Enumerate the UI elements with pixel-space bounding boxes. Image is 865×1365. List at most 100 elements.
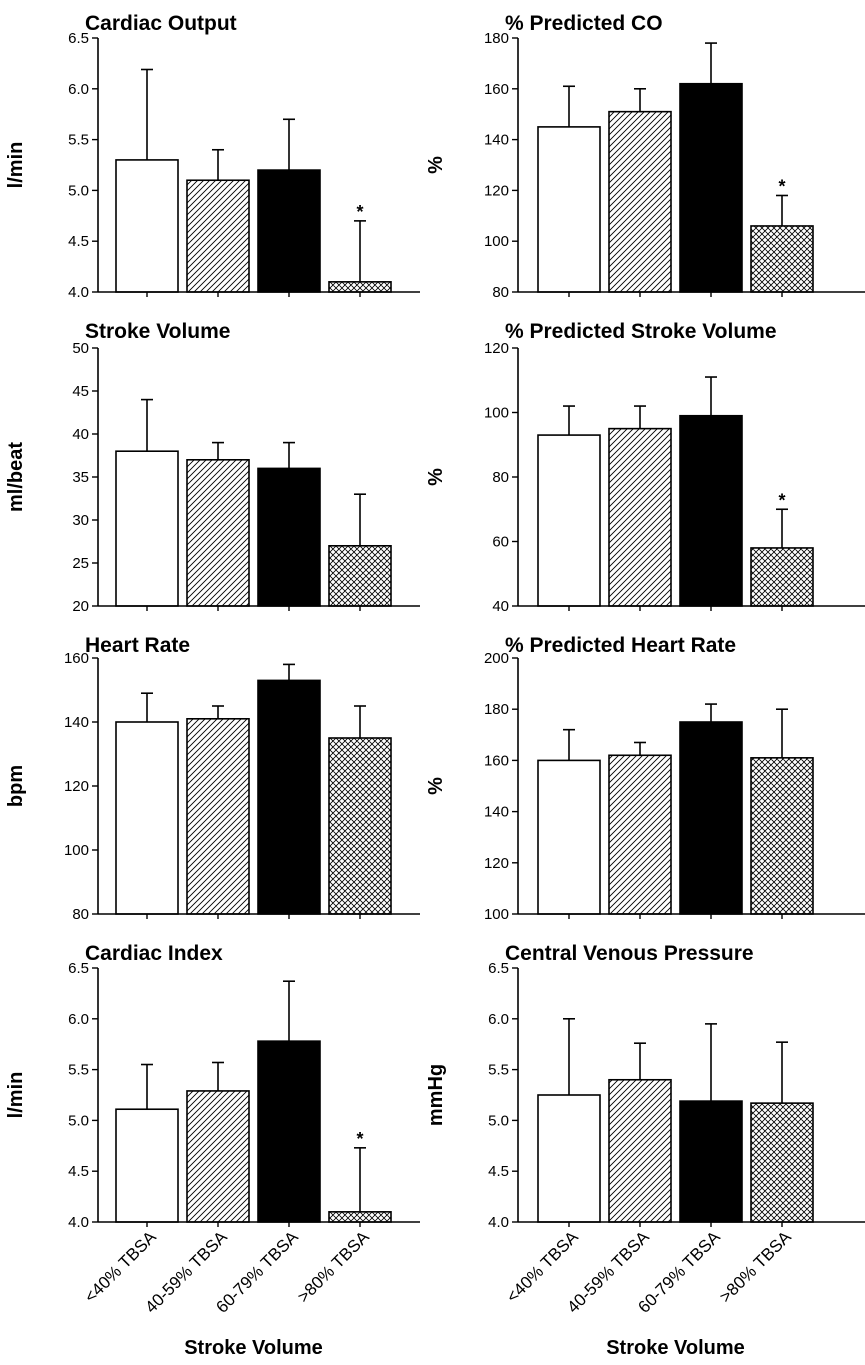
y-tick-label: 160 [64, 650, 89, 667]
y-tick-label: 4.5 [488, 1163, 509, 1180]
chart-panel: % Predicted Heart Rate% 100 120 140 160 180 20… [425, 634, 865, 923]
y-tick-label: 160 [484, 752, 509, 769]
chart-panel: Stroke Volume ml/beat 20 25 30 35 40 45 50 [5, 320, 420, 615]
significance-marker: * [778, 490, 785, 510]
bar [257, 679, 321, 915]
category-label: >80% TBSA [716, 1227, 796, 1307]
y-tick-label: 5.0 [68, 182, 89, 199]
bar [750, 1102, 814, 1223]
y-tick-label: 5.5 [68, 132, 89, 149]
bar [608, 754, 672, 915]
y-tick-label: 120 [484, 182, 509, 199]
panel-title: Cardiac Index [85, 942, 223, 965]
y-tick-label: 6.0 [68, 1011, 89, 1028]
panel-title: % Predicted Stroke Volume [505, 320, 777, 343]
bar [186, 1090, 250, 1223]
significance-marker: * [356, 1129, 363, 1149]
y-tick-label: 6.5 [68, 960, 89, 977]
y-tick-label: 80 [72, 906, 89, 923]
bar [328, 544, 392, 607]
bar [115, 450, 179, 607]
y-tick-label: 120 [484, 855, 509, 872]
chart-panel: % Predicted CO% * 80 100 120 140 160 180 [425, 12, 865, 301]
y-tick-label: 200 [484, 650, 509, 667]
panel-title: % Predicted CO [505, 12, 663, 35]
y-axis-label: l/min [5, 142, 27, 189]
bar [537, 759, 601, 915]
y-axis-label: ml/beat [5, 442, 27, 512]
bar [750, 225, 814, 293]
bar [115, 159, 179, 293]
y-tick-label: 160 [484, 81, 509, 98]
bar [679, 414, 743, 607]
y-axis-label: % [425, 777, 447, 795]
category-label: <40% TBSA [503, 1227, 583, 1307]
bar [679, 1100, 743, 1223]
significance-marker: * [356, 202, 363, 222]
bar [115, 1108, 179, 1223]
bar [328, 737, 392, 915]
y-tick-label: 180 [484, 701, 509, 718]
chart-panel: Heart Rate bpm 80 100 120 140 160 [5, 634, 420, 923]
panel-title: Cardiac Output [85, 12, 237, 35]
x-axis-label: Stroke Volume [184, 1337, 323, 1359]
bar [186, 717, 250, 915]
bar [608, 1078, 672, 1223]
y-tick-label: 35 [72, 469, 89, 486]
y-tick-label: 30 [72, 512, 89, 529]
y-tick-label: 140 [484, 804, 509, 821]
y-tick-label: 4.5 [68, 1163, 89, 1180]
y-tick-label: 6.5 [488, 960, 509, 977]
bar [186, 179, 250, 293]
y-tick-label: 180 [484, 30, 509, 47]
bar [608, 427, 672, 607]
bar [257, 467, 321, 607]
x-axis-label: Stroke Volume [606, 1337, 745, 1359]
y-tick-label: 100 [484, 233, 509, 250]
y-tick-label: 80 [492, 469, 509, 486]
y-tick-label: 40 [492, 598, 509, 615]
y-tick-label: 120 [64, 778, 89, 795]
bar [328, 1211, 392, 1223]
y-tick-label: 5.0 [68, 1112, 89, 1129]
significance-marker: * [778, 176, 785, 196]
y-tick-label: 6.0 [488, 1011, 509, 1028]
bar [679, 82, 743, 293]
y-tick-label: 45 [72, 383, 89, 400]
y-axis-label: % [425, 156, 447, 174]
category-label: <40% TBSA [81, 1227, 161, 1307]
y-tick-label: 140 [64, 714, 89, 731]
y-tick-label: 20 [72, 598, 89, 615]
y-tick-label: 5.5 [488, 1062, 509, 1079]
y-tick-label: 100 [64, 842, 89, 859]
category-label: >80% TBSA [294, 1227, 374, 1307]
y-tick-label: 6.5 [68, 30, 89, 47]
bar [257, 169, 321, 293]
y-tick-label: 6.0 [68, 81, 89, 98]
bar [257, 1040, 321, 1223]
y-tick-label: 120 [484, 340, 509, 357]
panel-title: Stroke Volume [85, 320, 230, 343]
y-tick-label: 5.5 [68, 1062, 89, 1079]
panel-title: Heart Rate [85, 634, 190, 657]
y-tick-label: 50 [72, 340, 89, 357]
y-tick-label: 80 [492, 284, 509, 301]
bar [750, 547, 814, 607]
y-tick-label: 4.5 [68, 233, 89, 250]
y-tick-label: 25 [72, 555, 89, 572]
panel-title: Central Venous Pressure [505, 942, 754, 965]
y-tick-label: 60 [492, 534, 509, 551]
panel-title: % Predicted Heart Rate [505, 634, 736, 657]
chart-panel: Central Venous Pressure mmHg 4.0 4.5 5.0 5.5 6… [425, 942, 865, 1231]
y-tick-label: 100 [484, 405, 509, 422]
bar [537, 126, 601, 293]
y-axis-label: bpm [5, 765, 27, 807]
chart-panel: Cardiac Index l/min * 4.0 4.5 5.0 5.5 6.0 6.5 [5, 942, 420, 1231]
y-tick-label: 40 [72, 426, 89, 443]
bar [537, 434, 601, 607]
bar [115, 721, 179, 915]
bar [537, 1094, 601, 1223]
bar [608, 110, 672, 293]
y-tick-label: 4.0 [68, 284, 89, 301]
